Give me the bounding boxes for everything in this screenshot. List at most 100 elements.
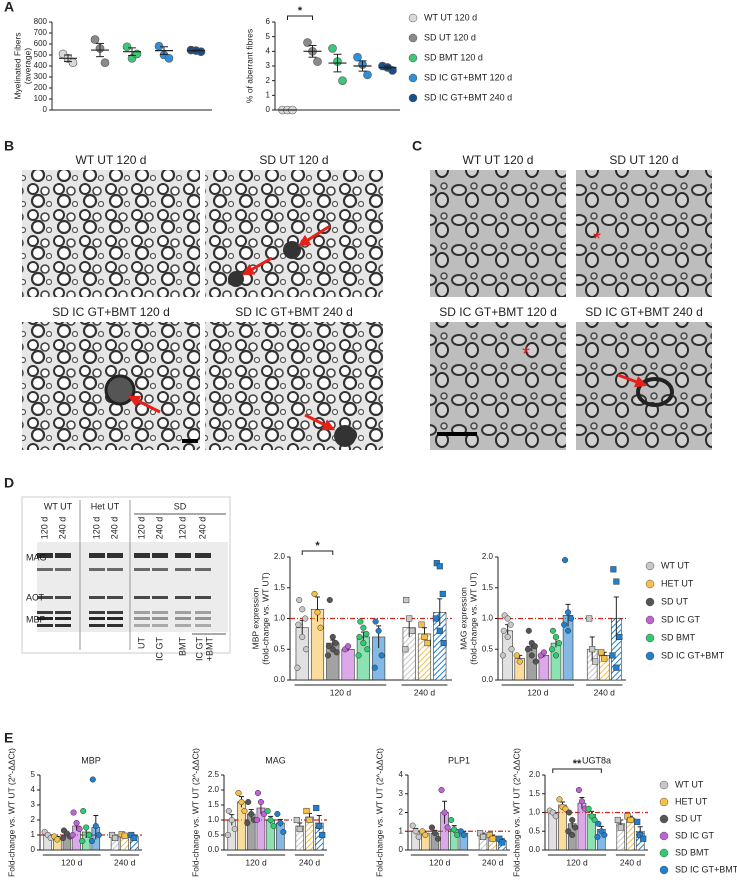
- data-point: [444, 824, 451, 831]
- treatment-label: BMT: [177, 637, 187, 657]
- data-point: [572, 824, 579, 831]
- band: [107, 596, 123, 599]
- band: [195, 624, 211, 627]
- group-label: 240 d: [620, 857, 642, 867]
- data-point: [609, 652, 616, 659]
- y-axis-label: Fold-change vs. WT UT (2^-ΔΔCt): [6, 748, 16, 877]
- treatment-label: IC GT: [154, 636, 164, 661]
- blob: [283, 241, 301, 259]
- data-point: [592, 658, 599, 665]
- data-point: [270, 822, 277, 830]
- band: [152, 624, 168, 627]
- data-point: [371, 664, 378, 671]
- data-point: [122, 42, 132, 52]
- y-tick-label: 1.5: [274, 583, 286, 592]
- data-point: [409, 627, 416, 634]
- data-point: [480, 833, 487, 840]
- data-point: [448, 816, 455, 824]
- data-point: [319, 831, 326, 839]
- group-label: 240 d: [414, 687, 436, 697]
- panel-label: E: [4, 730, 13, 746]
- band: [89, 611, 105, 614]
- treatment-label: UT: [136, 637, 146, 649]
- data-point: [436, 627, 443, 634]
- data-point: [95, 831, 102, 839]
- chart: 0 100 200 300 400 500 600 700 800 Myelinated Fibe…: [12, 17, 212, 114]
- data-point: [267, 816, 274, 824]
- y-tick-label: 400: [34, 61, 48, 70]
- y-tick-label: 0.5: [482, 644, 494, 653]
- data-point: [424, 640, 431, 647]
- significance-label: *: [298, 5, 303, 17]
- legend-label: WT UT: [661, 560, 690, 570]
- group-label: 240 d: [299, 857, 321, 867]
- data-point: [303, 38, 312, 47]
- data-point: [345, 643, 352, 650]
- image-title: SD UT 120 d: [609, 153, 678, 167]
- y-tick-label: 0.0: [482, 675, 494, 684]
- y-tick-label: 0.0: [208, 845, 220, 854]
- data-point: [460, 831, 467, 839]
- band: [134, 624, 150, 627]
- band: [89, 568, 105, 571]
- data-point: [235, 789, 242, 797]
- data-point: [353, 52, 362, 62]
- y-tick-label: 0.5: [208, 830, 220, 839]
- legend-label: WT UT 120 d: [424, 12, 477, 22]
- data-point: [595, 820, 602, 827]
- data-point: [329, 633, 336, 641]
- data-point: [499, 652, 506, 659]
- data-point: [121, 832, 128, 839]
- data-point: [363, 630, 370, 637]
- legend-label: SD IC GT: [661, 614, 701, 624]
- significance-bracket: [287, 15, 313, 20]
- asterisk: *: [522, 343, 530, 365]
- data-point: [69, 831, 76, 839]
- data-point: [228, 816, 235, 824]
- data-point: [76, 825, 83, 833]
- y-tick-label: 0.0: [529, 845, 541, 854]
- group-label: 240 d: [594, 687, 616, 697]
- data-point: [317, 624, 324, 631]
- data-point: [562, 805, 569, 812]
- data-point: [90, 35, 100, 44]
- data-point: [513, 652, 520, 659]
- y-tick-label: 1.5: [208, 800, 220, 809]
- data-point: [403, 597, 410, 604]
- data-point: [504, 615, 511, 622]
- data-point: [441, 809, 448, 816]
- legend-label: SD UT: [661, 596, 689, 606]
- band: [37, 617, 53, 620]
- data-point: [569, 816, 576, 824]
- band: [55, 568, 71, 571]
- protein-label: ACT: [26, 592, 45, 602]
- bar: [341, 648, 355, 681]
- data-point: [516, 658, 523, 665]
- image-title: WT UT 120 d: [463, 153, 534, 167]
- data-point: [549, 627, 557, 634]
- band: [107, 553, 123, 558]
- image-title: SD UT 120 d: [259, 153, 328, 167]
- lane-label: 120 d: [177, 517, 187, 540]
- y-axis-label: MBP expression: [250, 587, 260, 649]
- legend-label: SD IC GT+BMT: [675, 864, 737, 874]
- arrow: [304, 413, 336, 431]
- data-point: [89, 776, 96, 783]
- data-point: [436, 563, 443, 570]
- lane-label: 240 d: [57, 517, 67, 540]
- legend-marker: [408, 73, 418, 83]
- asterisk: *: [593, 228, 601, 250]
- y-axis-label: Fold-change vs. WT UT (2^-ΔΔCt): [374, 748, 384, 877]
- chart-title: PLP1: [448, 755, 470, 765]
- legend-label: SD IC GT: [675, 830, 715, 840]
- data-point: [131, 834, 138, 842]
- y-tick-label: 200: [34, 83, 48, 92]
- data-point: [364, 646, 371, 653]
- y-axis-label: Myelinated Fibers: [12, 32, 22, 99]
- chart: 0 1 2 3 4 Fold-change vs. WT UT (2^-ΔΔCt) PLP1…: [374, 748, 510, 877]
- data-point: [412, 828, 419, 835]
- data-point: [439, 590, 446, 597]
- legend-marker: [408, 13, 418, 23]
- legend-marker: [659, 831, 669, 841]
- y-tick-label: 4: [399, 770, 404, 779]
